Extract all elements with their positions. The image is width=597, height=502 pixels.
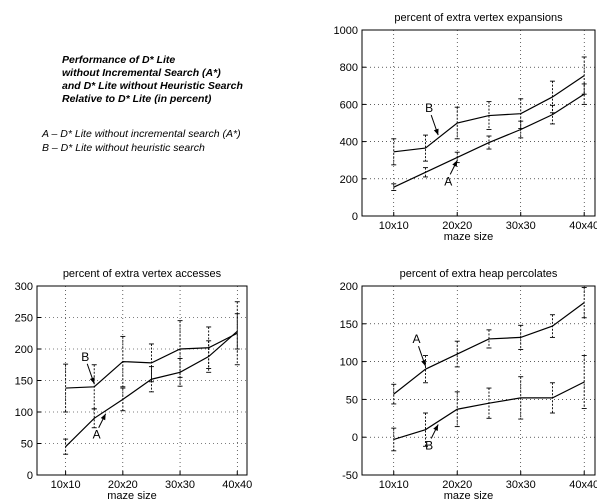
- y-tick-label: 250: [15, 313, 33, 325]
- chart-title: percent of extra vertex accesses: [63, 268, 222, 280]
- x-tick-label: 30x30: [506, 479, 536, 491]
- series-annotation-A: A: [412, 332, 420, 346]
- y-tick-label: 100: [340, 357, 358, 369]
- heading-line: Performance of D* Lite: [62, 54, 176, 66]
- x-tick-label: 20x20: [442, 220, 472, 232]
- x-tick-label: 30x30: [506, 220, 536, 232]
- y-tick-label: 800: [340, 62, 358, 74]
- x-axis-label: maze size: [107, 490, 157, 502]
- y-tick-label: 200: [15, 344, 33, 356]
- y-tick-label: 100: [15, 407, 33, 419]
- y-tick-label: 0: [27, 470, 33, 482]
- y-tick-label: 1000: [334, 25, 358, 37]
- x-axis-label: maze size: [444, 490, 494, 502]
- heading-line: Relative to D* Lite (in percent): [62, 93, 212, 105]
- chart-panel-0: 0 200 400 600 800 1000 10x10 20x20 30x30 40x40 per…: [334, 12, 597, 243]
- heading-line: and D* Lite without Heuristic Search: [62, 80, 243, 92]
- y-tick-label: 150: [340, 319, 358, 331]
- chart-panel-1: 0 50 100 150 200 250 300 10x10 20x20 30x30 40x40 pe…: [15, 268, 253, 502]
- y-tick-label: 0: [352, 211, 358, 223]
- y-tick-label: 150: [15, 376, 33, 388]
- x-tick-label: 40x40: [222, 479, 252, 491]
- x-tick-label: 30x30: [165, 479, 195, 491]
- y-tick-label: 200: [340, 174, 358, 186]
- x-tick-label: 10x10: [379, 220, 409, 232]
- x-tick-label: 10x10: [379, 479, 409, 491]
- y-tick-label: 50: [21, 439, 33, 451]
- chart-title: percent of extra heap percolates: [400, 268, 558, 280]
- x-tick-label: 20x20: [442, 479, 472, 491]
- chart-panel-2: -50 0 50 100 150 200 10x10 20x20 30x30 40x40 perce…: [340, 268, 597, 502]
- y-tick-label: 400: [340, 137, 358, 149]
- annotation-arrowhead: [89, 377, 95, 384]
- annotation-arrowhead: [433, 128, 439, 136]
- series-annotation-B: B: [425, 438, 433, 452]
- y-tick-label: -50: [342, 470, 358, 482]
- series-annotation-B: B: [81, 350, 89, 364]
- annotation-arrowhead: [421, 359, 426, 367]
- series-annotation-A: A: [93, 428, 101, 442]
- x-axis-label: maze size: [444, 231, 494, 243]
- plot-frame: [361, 285, 596, 476]
- legend: A – D* Lite without incremental search (…: [42, 127, 342, 155]
- series-annotation-B: B: [425, 101, 433, 115]
- figure-heading: Performance of D* Lite without Increment…: [62, 54, 332, 106]
- annotation-arrowhead: [452, 160, 458, 167]
- annotation-arrowhead: [100, 413, 106, 421]
- series-annotation-A: A: [444, 174, 452, 188]
- y-tick-label: 600: [340, 99, 358, 111]
- y-tick-label: 50: [346, 394, 358, 406]
- x-tick-label: 40x40: [569, 479, 597, 491]
- heading-line: without Incremental Search (A*): [62, 67, 221, 79]
- legend-entry-b: B – D* Lite without heuristic search: [42, 142, 205, 154]
- plot-frame: [361, 29, 596, 217]
- x-tick-label: 40x40: [569, 220, 597, 232]
- y-tick-label: 300: [15, 281, 33, 293]
- y-tick-label: 200: [340, 281, 358, 293]
- legend-entry-a: A – D* Lite without incremental search (…: [42, 128, 241, 140]
- annotation-arrowhead: [433, 424, 439, 431]
- x-tick-label: 10x10: [51, 479, 81, 491]
- chart-title: percent of extra vertex expansions: [394, 12, 563, 24]
- x-tick-label: 20x20: [108, 479, 138, 491]
- y-tick-label: 0: [352, 432, 358, 444]
